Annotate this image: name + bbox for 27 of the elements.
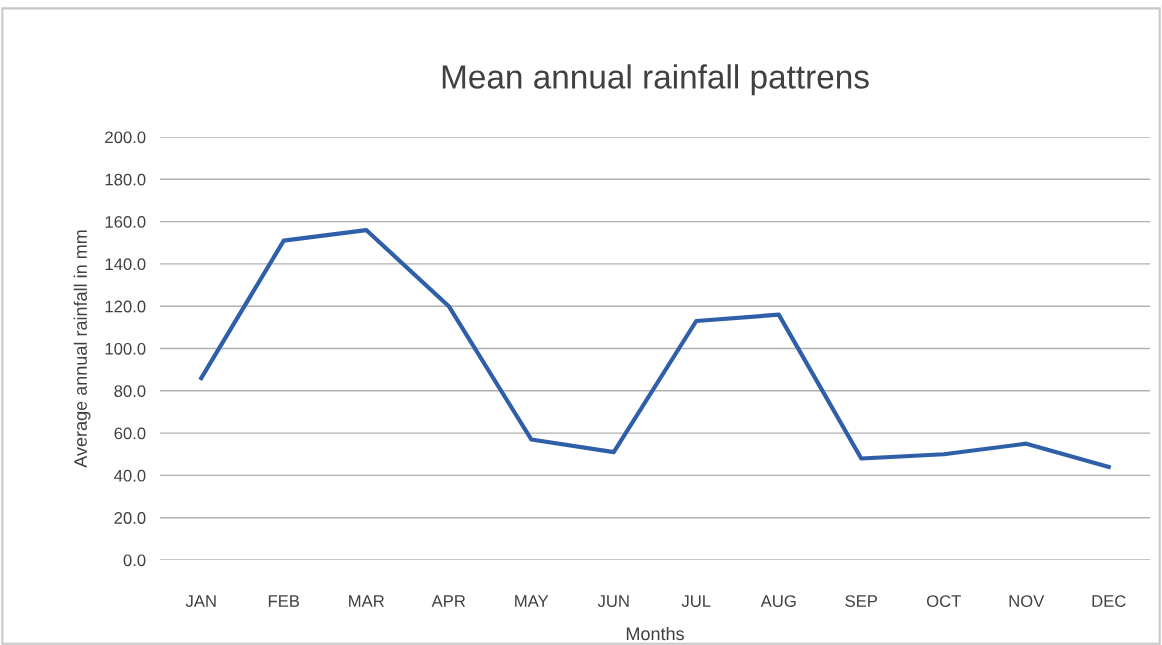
x-tick-label: MAY — [515, 595, 549, 607]
x-tick-label: JUN — [597, 595, 629, 607]
y-tick-label: 40.0 — [114, 469, 146, 482]
chart-title: Mean annual rainfall pattrens — [442, 64, 869, 96]
y-tick-label: 60.0 — [114, 427, 146, 440]
y-tick-label: 20.0 — [114, 512, 146, 524]
y-axis-title: Average annual rainfall in mm — [73, 230, 91, 468]
x-tick-label: OCT — [926, 595, 961, 607]
y-tick-label: 180.0 — [105, 173, 146, 186]
x-tick-label: NOV — [1009, 595, 1045, 607]
x-axis-title: Months — [626, 626, 684, 641]
y-tick-label: 140.0 — [105, 258, 146, 271]
x-tick-label: FEB — [268, 595, 300, 607]
x-tick-label: JAN — [185, 595, 216, 607]
y-tick-label: 0.0 — [123, 554, 146, 567]
y-tick-label: 100.0 — [105, 342, 146, 355]
line-series — [199, 227, 1111, 470]
x-tick-label: MAR — [349, 595, 384, 607]
y-tick-label: 160.0 — [105, 216, 146, 228]
x-tick-label: AUG — [760, 595, 796, 607]
x-tick-label: APR — [431, 595, 466, 607]
x-tick-label: SEP — [845, 595, 878, 607]
y-tick-label: 80.0 — [114, 385, 146, 397]
y-tick-label: 200.0 — [105, 131, 146, 144]
x-tick-label: JUL — [681, 595, 711, 607]
y-tick-label: 120.0 — [105, 300, 146, 313]
x-tick-label: DEC — [1092, 595, 1126, 607]
